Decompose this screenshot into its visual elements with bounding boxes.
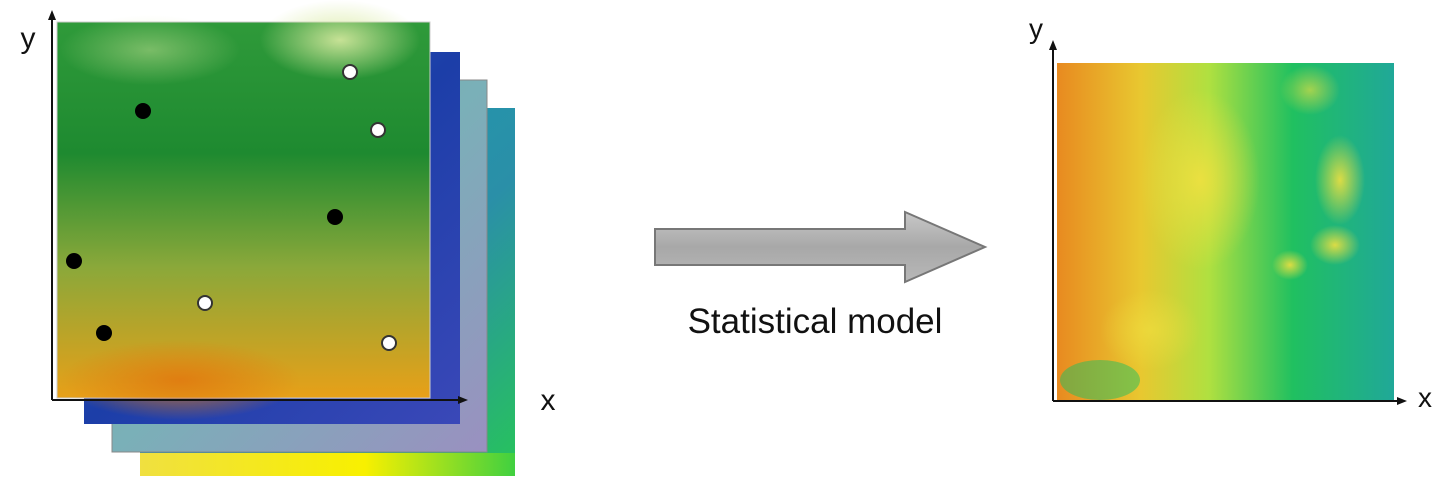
y-axis-label: y (21, 22, 36, 55)
arrow-label: Statistical model (688, 302, 943, 341)
arrowhead (1397, 397, 1407, 405)
sample-point (343, 65, 357, 79)
texture (1060, 360, 1140, 400)
sample-point (135, 103, 151, 119)
y-axis-label: y (1029, 13, 1043, 44)
texture (1315, 135, 1365, 225)
layer-stack (57, 0, 515, 476)
diagram: y x Statistical model y x (0, 0, 1437, 479)
x-axis-label: x (1418, 382, 1432, 413)
arrowhead (1049, 40, 1057, 50)
sample-point (327, 209, 343, 225)
sample-point (371, 123, 385, 137)
sample-point (382, 336, 396, 350)
texture (1310, 225, 1360, 265)
sample-point (96, 325, 112, 341)
texture (1280, 65, 1340, 115)
texture (1100, 290, 1200, 370)
sample-point (66, 253, 82, 269)
sample-point (198, 296, 212, 310)
texture (260, 0, 420, 80)
texture (60, 15, 240, 85)
texture (1272, 250, 1308, 280)
output-map (1057, 63, 1394, 400)
texture (60, 340, 300, 420)
process-arrow (655, 212, 985, 282)
x-axis-label: x (541, 384, 556, 417)
arrowhead (48, 10, 56, 20)
texture (1140, 90, 1260, 270)
